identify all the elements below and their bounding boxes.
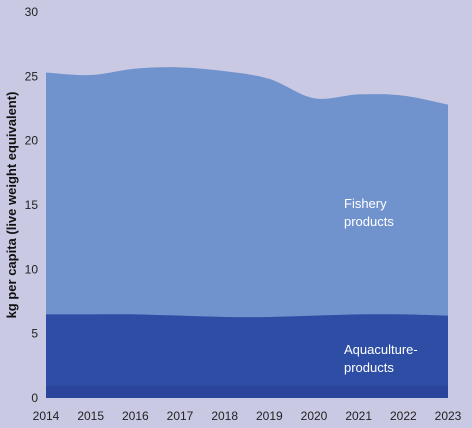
y-tick-label: 5 (31, 327, 38, 341)
x-tick-label: 2019 (256, 409, 283, 423)
area-label-line: Aquaculture- (344, 342, 418, 357)
y-tick-label: 10 (25, 262, 39, 276)
x-tick-label: 2015 (77, 409, 104, 423)
x-tick-label: 2021 (345, 409, 372, 423)
area-layers (46, 67, 448, 398)
area-labels: Aquaculture-products Fishery products (344, 196, 418, 375)
y-tick-label: 15 (25, 198, 39, 212)
area-label: Aquaculture-products (344, 342, 418, 375)
area-label-line: products (344, 360, 394, 375)
y-tick-label: 0 (31, 391, 38, 405)
x-tick-label: 2023 (435, 409, 462, 423)
x-tick-label: 2018 (211, 409, 238, 423)
area-label-line: Fishery (344, 196, 387, 211)
x-tick-label: 2014 (33, 409, 60, 423)
x-tick-label: 2022 (390, 409, 417, 423)
y-axis-label: kg per capita (live weight equivalent) (4, 92, 19, 319)
x-tick-label: 2017 (167, 409, 194, 423)
area-label: Fishery products (344, 196, 394, 229)
baseline-band (46, 386, 448, 398)
x-axis-ticks: 2014 2015 2016 2017 2018 2019 2020 2021 2022 2023 (33, 409, 462, 423)
x-tick-label: 2016 (122, 409, 149, 423)
area-aquaculture-products (46, 314, 448, 398)
y-tick-label: 20 (25, 134, 39, 148)
area-label-line: products (344, 214, 394, 229)
y-tick-label: 25 (25, 69, 39, 83)
y-axis-ticks: 0 5 10 15 20 25 30 (25, 5, 39, 405)
y-tick-label: 30 (25, 5, 39, 19)
x-tick-label: 2020 (301, 409, 328, 423)
